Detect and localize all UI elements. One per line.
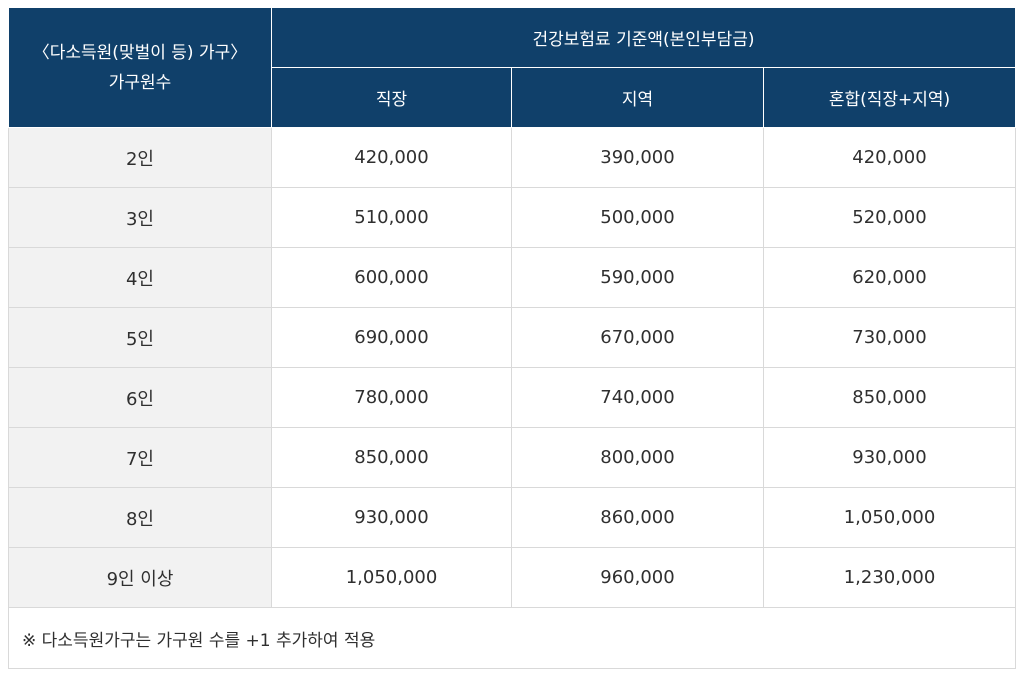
table-header: 〈다소득원(맞벌이 등) 가구〉 가구원수 건강보험료 기준액(본인부담금) 직… bbox=[8, 7, 1017, 128]
household-size-label: 가구원수 bbox=[108, 72, 172, 93]
premium-cell-mixed: 850,000 bbox=[762, 367, 1017, 428]
premium-cell-employee: 690,000 bbox=[271, 307, 512, 368]
premium-cell-regional: 500,000 bbox=[511, 187, 764, 248]
health-insurance-premium-table: 〈다소득원(맞벌이 등) 가구〉 가구원수 건강보험료 기준액(본인부담금) 직… bbox=[7, 7, 1017, 669]
household-size-cell: 6인 bbox=[8, 367, 272, 428]
premium-cell-mixed: 930,000 bbox=[762, 427, 1017, 488]
premium-cell-regional: 860,000 bbox=[511, 487, 764, 548]
household-size-cell: 5인 bbox=[8, 307, 272, 368]
table-row: 2인 420,000 390,000 420,000 bbox=[8, 127, 1017, 188]
premium-cell-regional: 670,000 bbox=[511, 307, 764, 368]
household-size-header: 〈다소득원(맞벌이 등) 가구〉 가구원수 bbox=[8, 7, 272, 128]
premium-cell-employee: 930,000 bbox=[271, 487, 512, 548]
premium-standard-header: 건강보험료 기준액(본인부담금) bbox=[270, 7, 1017, 68]
table-body: 2인 420,000 390,000 420,000 3인 510,000 500,000 5… bbox=[8, 127, 1017, 608]
household-size-cell: 4인 bbox=[8, 247, 272, 308]
premium-cell-regional: 740,000 bbox=[511, 367, 764, 428]
household-size-cell: 2인 bbox=[8, 127, 272, 188]
premium-cell-employee: 780,000 bbox=[271, 367, 512, 428]
premium-cell-employee: 420,000 bbox=[271, 127, 512, 188]
premium-cell-employee: 850,000 bbox=[271, 427, 512, 488]
premium-cell-mixed: 1,050,000 bbox=[762, 487, 1017, 548]
household-size-cell: 8인 bbox=[8, 487, 272, 548]
premium-cell-employee: 510,000 bbox=[271, 187, 512, 248]
premium-table-container: 〈다소득원(맞벌이 등) 가구〉 가구원수 건강보험료 기준액(본인부담금) 직… bbox=[7, 7, 1017, 669]
premium-cell-employee: 600,000 bbox=[271, 247, 512, 308]
table-row: 8인 930,000 860,000 1,050,000 bbox=[8, 487, 1017, 548]
table-row: 5인 690,000 670,000 730,000 bbox=[8, 307, 1017, 368]
column-header-mixed: 혼합(직장+지역) bbox=[762, 67, 1017, 128]
premium-cell-regional: 960,000 bbox=[511, 547, 764, 608]
table-row: 3인 510,000 500,000 520,000 bbox=[8, 187, 1017, 248]
table-row: 6인 780,000 740,000 850,000 bbox=[8, 367, 1017, 428]
table-footnote: ※ 다소득원가구는 가구원 수를 +1 추가하여 적용 bbox=[7, 607, 1017, 669]
premium-cell-mixed: 520,000 bbox=[762, 187, 1017, 248]
household-size-cell: 3인 bbox=[8, 187, 272, 248]
premium-cell-regional: 590,000 bbox=[511, 247, 764, 308]
household-type-label: 〈다소득원(맞벌이 등) 가구〉 bbox=[32, 42, 248, 63]
table-row: 9인 이상 1,050,000 960,000 1,230,000 bbox=[8, 547, 1017, 608]
premium-cell-mixed: 620,000 bbox=[762, 247, 1017, 308]
premium-cell-regional: 800,000 bbox=[511, 427, 764, 488]
column-header-regional: 지역 bbox=[511, 67, 764, 128]
column-header-employee: 직장 bbox=[271, 67, 512, 128]
premium-cell-mixed: 1,230,000 bbox=[762, 547, 1017, 608]
premium-cell-mixed: 420,000 bbox=[762, 127, 1017, 188]
premium-cell-regional: 390,000 bbox=[511, 127, 764, 188]
table-row: 4인 600,000 590,000 620,000 bbox=[8, 247, 1017, 308]
table-row: 7인 850,000 800,000 930,000 bbox=[8, 427, 1017, 488]
premium-cell-mixed: 730,000 bbox=[762, 307, 1017, 368]
household-size-cell: 7인 bbox=[8, 427, 272, 488]
premium-cell-employee: 1,050,000 bbox=[271, 547, 512, 608]
household-size-cell: 9인 이상 bbox=[8, 547, 272, 608]
